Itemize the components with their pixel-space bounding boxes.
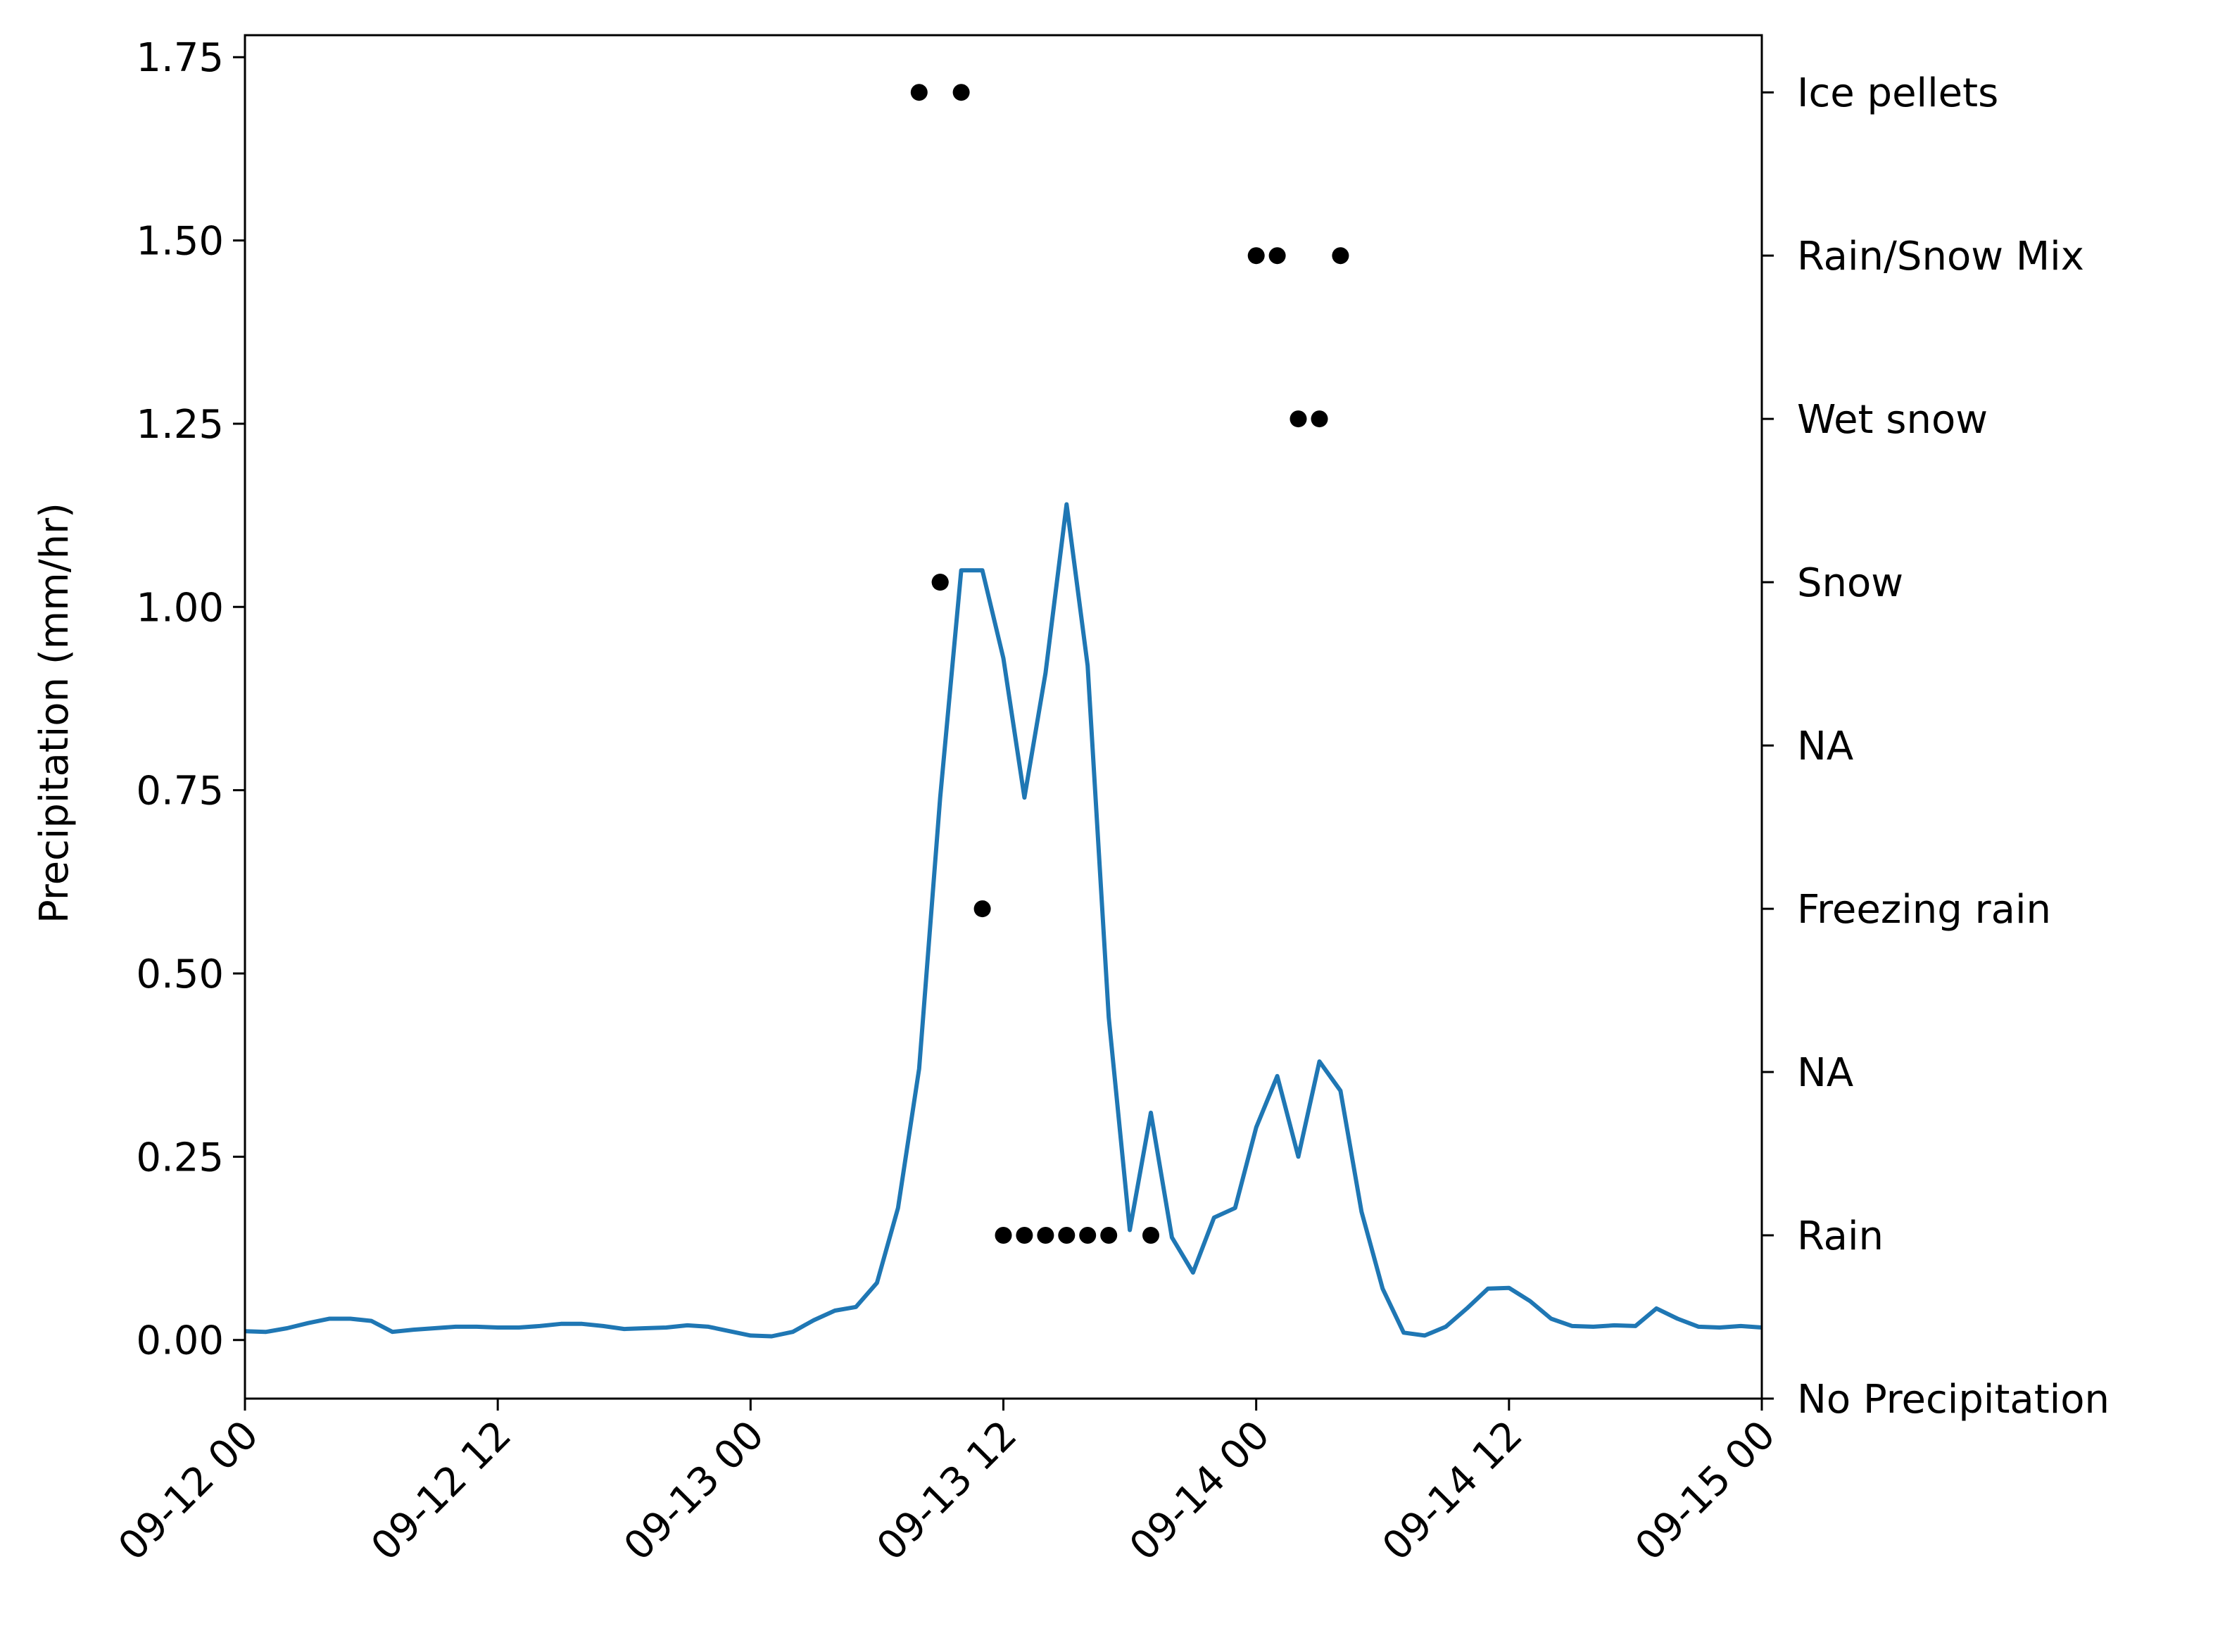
precip-type-point: [1332, 247, 1349, 265]
precip-type-point: [995, 1227, 1012, 1244]
y-tick-label: 0.50: [136, 952, 224, 997]
precip-type-point: [973, 900, 991, 918]
y-tick-label: 1.00: [136, 585, 224, 631]
precip-type-point: [1058, 1227, 1076, 1244]
precip-type-point: [1311, 410, 1328, 428]
precip-type-point: [1268, 247, 1286, 265]
precip-type-point: [1079, 1227, 1097, 1244]
precip-type-point: [952, 84, 970, 101]
right-tick-label: Rain/Snow Mix: [1797, 234, 2084, 279]
right-tick-label: NA: [1797, 1050, 1853, 1096]
precip-type-point: [1100, 1227, 1118, 1244]
y-tick-label: 0.75: [136, 769, 224, 814]
right-tick-label: Wet snow: [1797, 397, 1988, 443]
plot-area: [244, 84, 1763, 1339]
right-tick-label: Snow: [1797, 560, 1903, 606]
right-tick-label: Ice pellets: [1797, 70, 1998, 116]
y-tick-label: 1.25: [136, 402, 224, 448]
y-axis-label: Precipitation (mm/hr): [32, 503, 77, 923]
right-tick-label: NA: [1797, 724, 1853, 769]
right-tick-label: Freezing rain: [1797, 887, 2051, 933]
precipitation-line: [244, 502, 1763, 1339]
precip-type-point: [1016, 1227, 1033, 1244]
y-tick-label: 1.50: [136, 219, 224, 265]
precip-type-point: [1247, 247, 1265, 265]
y-tick-label: 0.00: [136, 1318, 224, 1364]
precip-type-point: [1290, 410, 1307, 428]
precip-type-point: [1037, 1227, 1054, 1244]
right-tick-label: Rain: [1797, 1213, 1884, 1259]
precip-type-point: [910, 84, 928, 101]
precip-type-point: [1142, 1227, 1159, 1244]
precip-type-point: [931, 574, 949, 591]
right-tick-label: No Precipitation: [1797, 1377, 2110, 1423]
y-tick-label: 0.25: [136, 1135, 224, 1180]
y-tick-label: 1.75: [136, 35, 224, 81]
